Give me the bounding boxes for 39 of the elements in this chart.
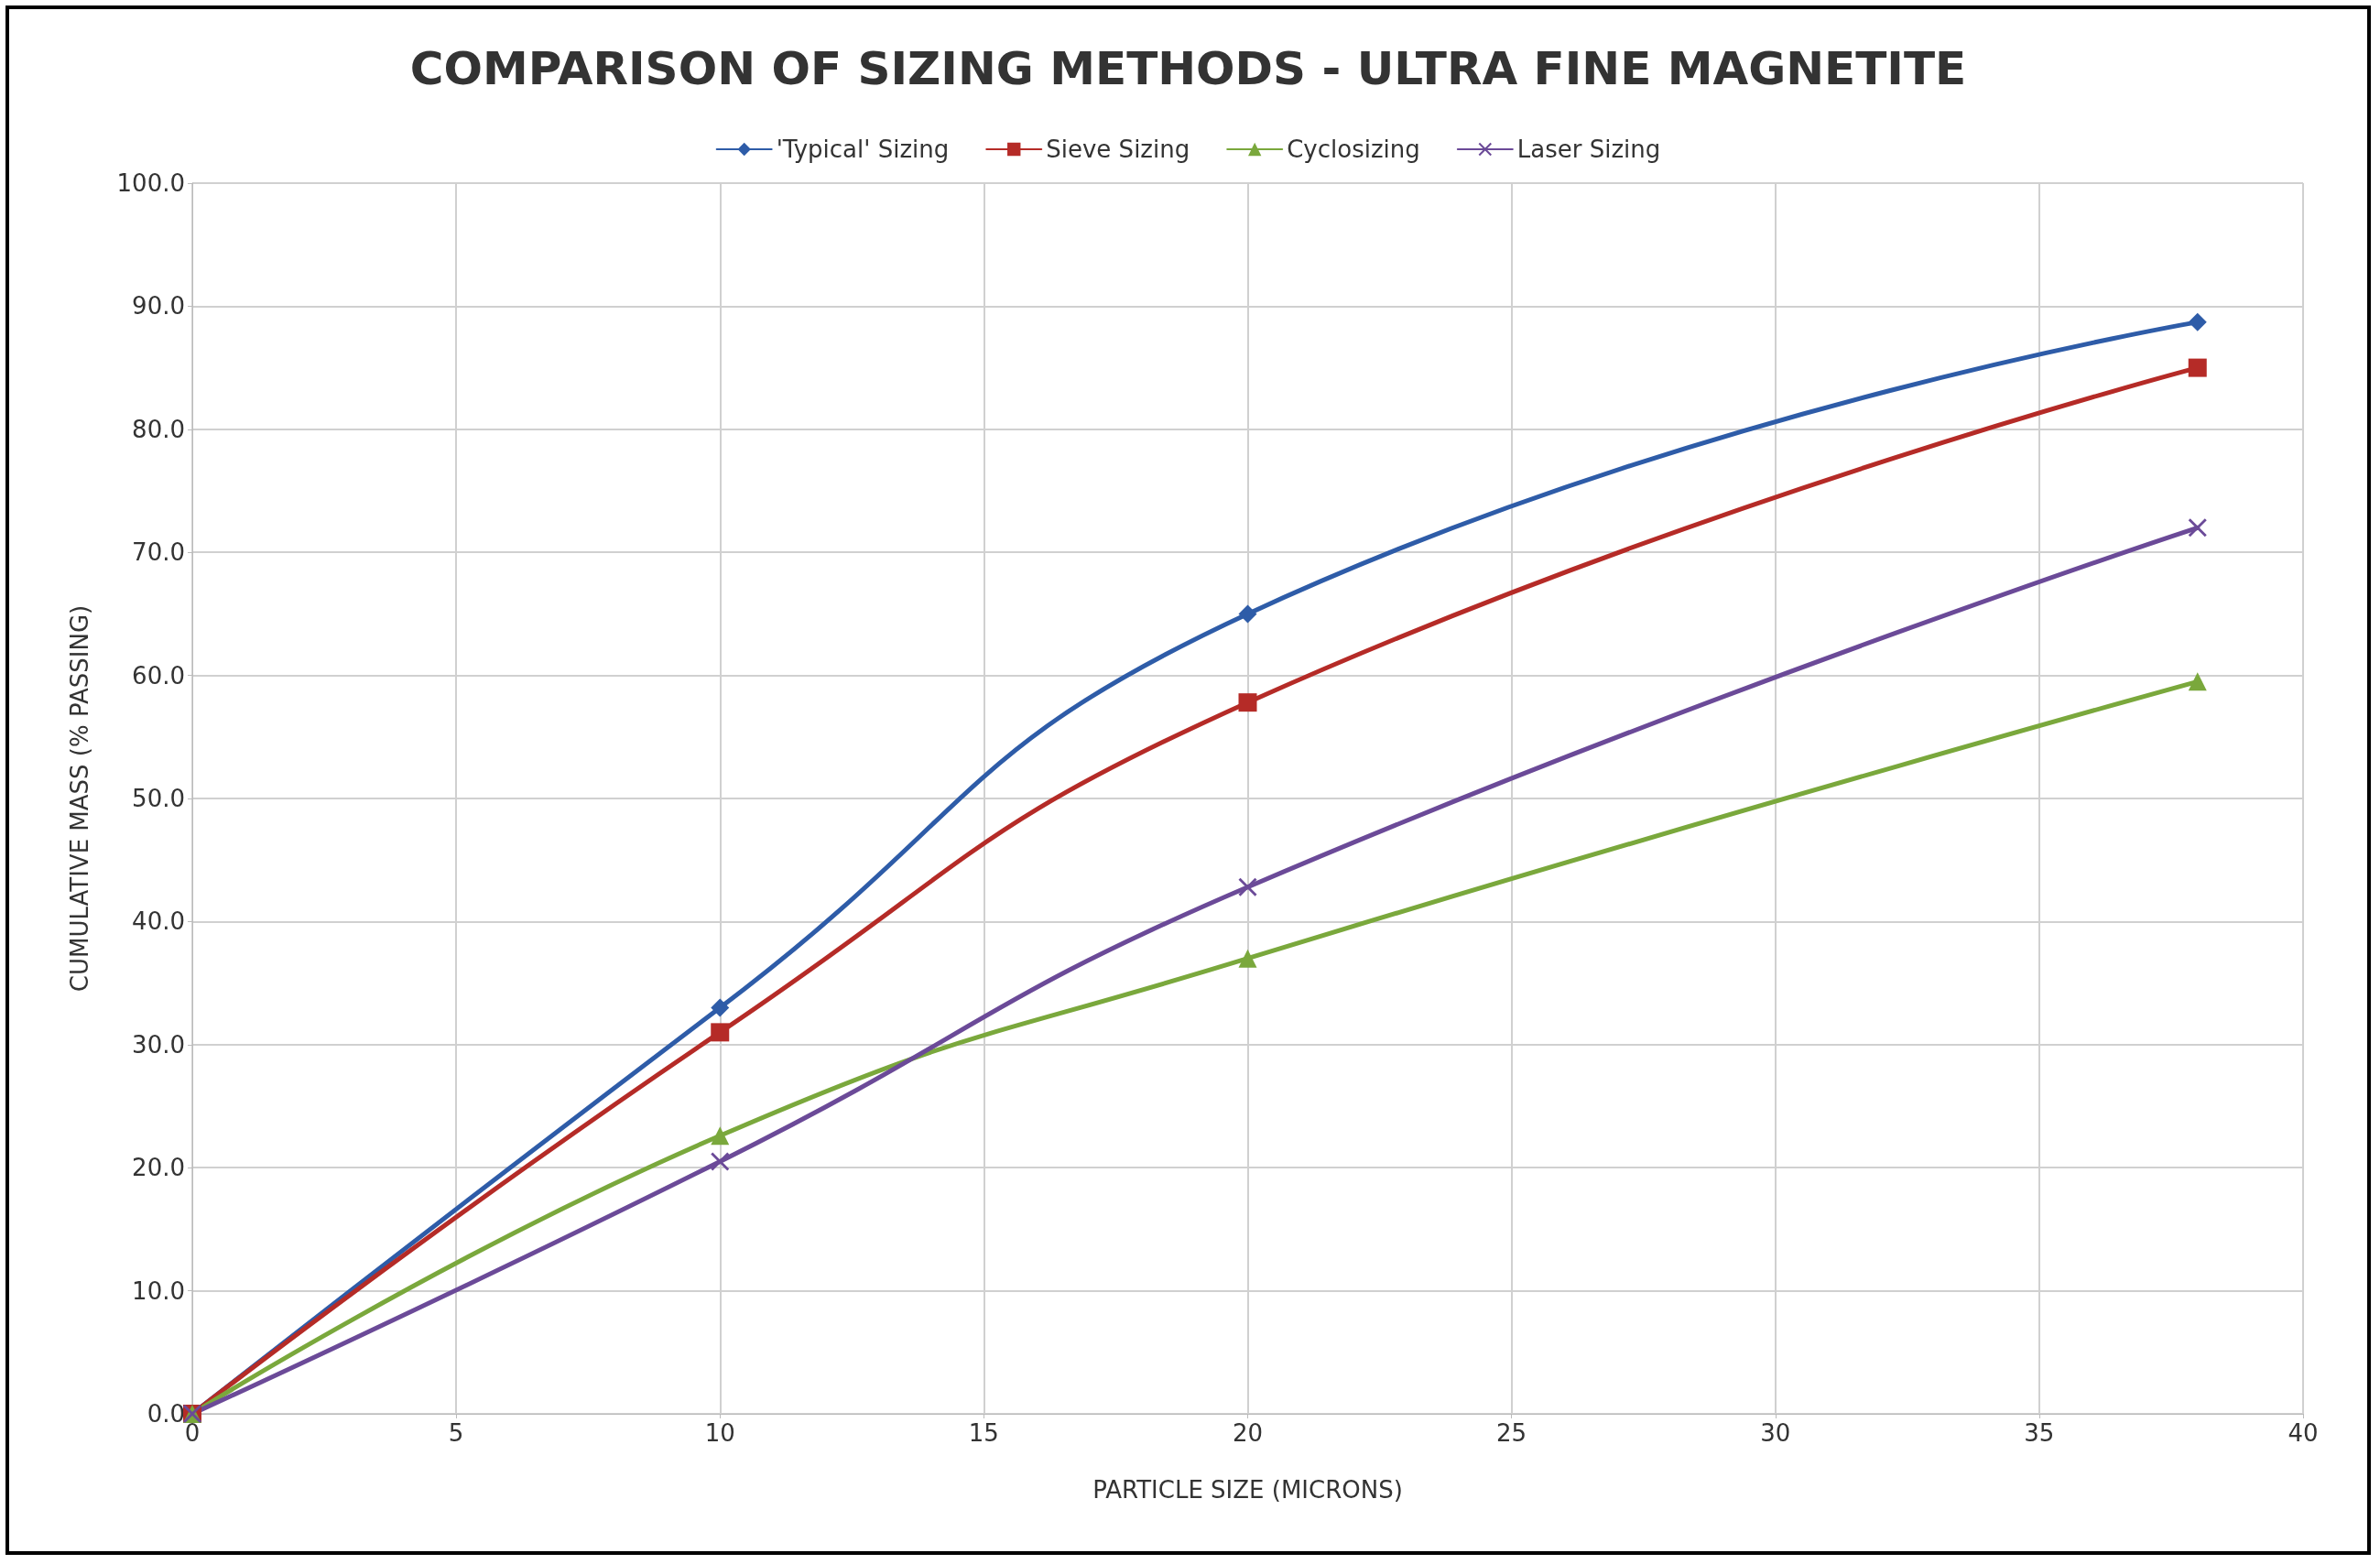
y-axis-title: CUMULATIVE MASS (% PASSING): [66, 604, 93, 993]
x-tick-label: 20: [1232, 1419, 1264, 1447]
y-tick-label: 70.0: [132, 538, 185, 567]
x-tick-label: 10: [704, 1419, 735, 1447]
y-tick-label: 60.0: [132, 661, 185, 690]
x-tick-label: 35: [2024, 1419, 2055, 1447]
y-tick-label: 20.0: [132, 1154, 185, 1182]
point: [1238, 949, 1257, 968]
point: [711, 1152, 730, 1171]
legend-label: Sieve Sizing: [1046, 136, 1190, 163]
y-tick-label: 40.0: [132, 907, 185, 936]
point: [2188, 518, 2207, 538]
x-tick-label: 5: [448, 1419, 464, 1447]
x-tick-label: 30: [1760, 1419, 1791, 1447]
point: [1238, 877, 1257, 896]
x-tick-label: 40: [2288, 1419, 2319, 1447]
chart-title: COMPARISON OF SIZING METHODS - ULTRA FINE MAGNETITE: [409, 42, 1967, 95]
y-tick-label: 80.0: [132, 415, 185, 443]
point: [2188, 672, 2207, 691]
y-tick-label: 0.0: [147, 1400, 185, 1428]
x-tick-label: 25: [1496, 1419, 1527, 1447]
y-tick-label: 30.0: [132, 1030, 185, 1059]
x-tick-label: 0: [184, 1419, 201, 1447]
point: [711, 1126, 730, 1146]
point: [2188, 358, 2207, 377]
point: [2188, 312, 2207, 331]
point: [711, 998, 730, 1017]
x-axis-title: PARTICLE SIZE (MICRONS): [1092, 1476, 1403, 1504]
legend-label: Laser Sizing: [1516, 136, 1661, 163]
y-tick-label: 10.0: [132, 1276, 185, 1305]
y-tick-label: 90.0: [132, 292, 185, 320]
legend-label: Cyclosizing: [1287, 136, 1420, 163]
x-tick-label: 15: [968, 1419, 999, 1447]
y-tick-label: 50.0: [132, 785, 185, 812]
y-tick-label: 100.0: [116, 169, 185, 197]
point: [1238, 693, 1257, 712]
legend-label: 'Typical' Sizing: [776, 136, 950, 163]
point: [711, 1023, 730, 1042]
point: [1238, 604, 1257, 624]
